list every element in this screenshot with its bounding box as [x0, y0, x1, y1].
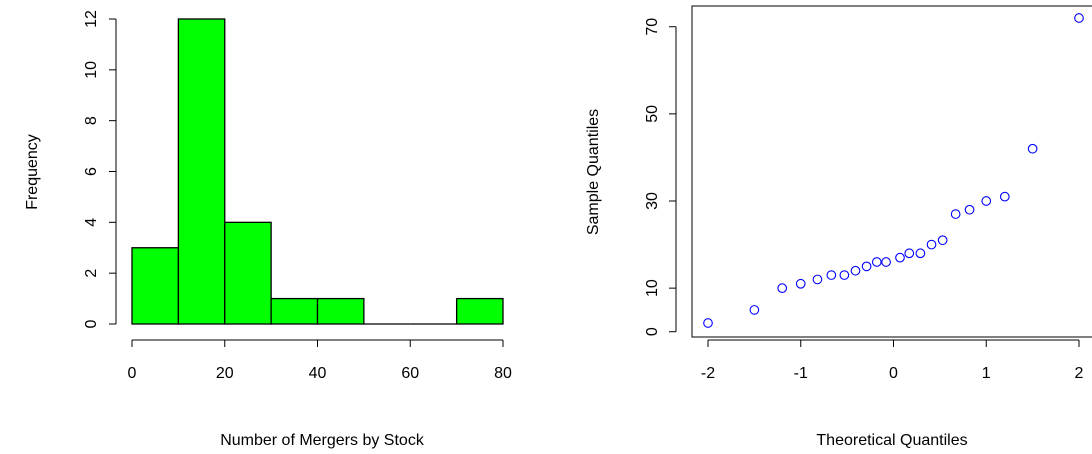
- y-tick-label: 8: [83, 116, 100, 125]
- qq-point: [778, 284, 787, 293]
- y-tick-label: 50: [644, 105, 661, 123]
- qq-point: [916, 249, 925, 258]
- qq-point: [862, 262, 871, 271]
- x-axis-title: Theoretical Quantiles: [816, 432, 967, 449]
- qq-point: [750, 306, 759, 315]
- qq-point: [1001, 192, 1010, 201]
- qq-point: [873, 258, 882, 267]
- histogram-bar: [225, 222, 271, 324]
- x-tick-label: 2: [1075, 365, 1084, 382]
- qq-point: [896, 253, 905, 262]
- y-tick-label: 2: [83, 269, 100, 278]
- x-tick-label: 60: [401, 365, 419, 382]
- histogram-panel: 0 20 40 60 80 0 2 4 6 8 10 12 Number of Mergers by S…: [24, 10, 512, 449]
- y-tick-label: 4: [83, 218, 100, 227]
- qq-point: [965, 205, 974, 214]
- qq-point: [951, 210, 960, 219]
- y-tick-label: 10: [83, 61, 100, 79]
- x-tick-label: 0: [889, 365, 898, 382]
- y-axis-title: Sample Quantiles: [585, 109, 602, 235]
- y-tick-label: 12: [83, 10, 100, 28]
- histogram-bar: [271, 299, 317, 324]
- qq-point: [1028, 144, 1037, 153]
- qq-point: [796, 279, 805, 288]
- qq-point: [813, 275, 822, 284]
- qq-plot-panel: -2 -1 0 1 2 0 10 30 50 70 Theoretical Quantiles Sam…: [585, 6, 1092, 449]
- y-tick-label: 70: [644, 18, 661, 36]
- qq-point: [827, 271, 836, 280]
- qq-point: [851, 266, 860, 275]
- x-tick-label: 20: [216, 365, 234, 382]
- y-tick-label: 0: [644, 327, 661, 336]
- y-tick-label: 30: [644, 192, 661, 210]
- histogram-bar: [178, 19, 224, 324]
- x-tick-label: 80: [494, 365, 512, 382]
- y-tick-label: 0: [83, 319, 100, 328]
- x-tick-label: -2: [701, 365, 715, 382]
- qq-point: [1075, 14, 1084, 23]
- plot-frame: [692, 6, 1092, 337]
- y-tick-label: 6: [83, 167, 100, 176]
- qq-point: [927, 240, 936, 249]
- x-tick-label: 0: [128, 365, 137, 382]
- qq-point: [704, 319, 713, 328]
- qq-point: [938, 236, 947, 245]
- y-tick-label: 10: [644, 279, 661, 297]
- x-tick-label: -1: [794, 365, 808, 382]
- qq-point: [982, 197, 991, 206]
- qq-point: [840, 271, 849, 280]
- qq-point: [882, 258, 891, 267]
- qq-point: [905, 249, 914, 258]
- histogram-bar: [318, 299, 364, 324]
- histogram-bar: [457, 299, 503, 324]
- x-axis-title: Number of Mergers by Stock: [220, 432, 425, 449]
- x-tick-label: 1: [982, 365, 991, 382]
- histogram-bar: [132, 248, 178, 324]
- y-axis-title: Frequency: [24, 134, 41, 210]
- x-tick-label: 40: [309, 365, 327, 382]
